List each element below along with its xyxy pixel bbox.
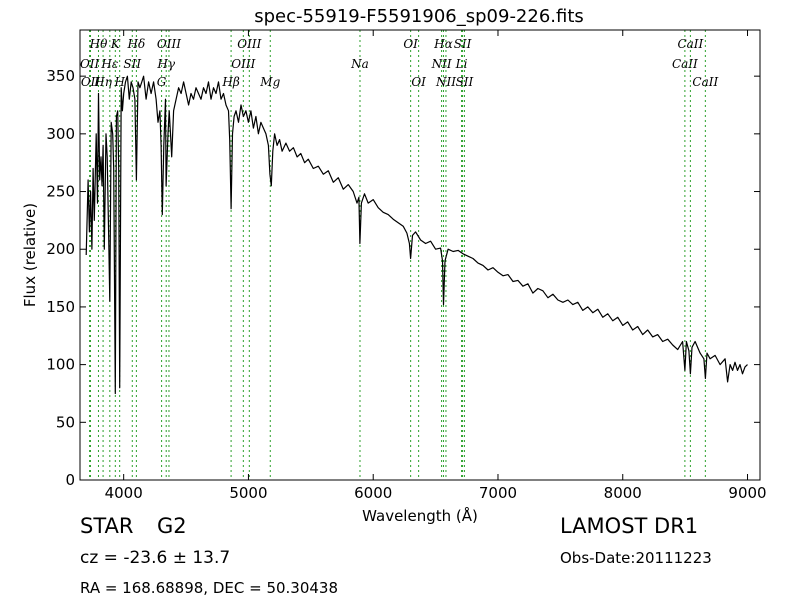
observation-date: Obs-Date:20111223: [560, 549, 712, 567]
object-class: STAR: [80, 514, 134, 538]
marker-label: OIII: [237, 37, 261, 51]
y-tick-label: 0: [65, 471, 75, 489]
redshift-readout: cz = -23.6 ± 13.7: [80, 548, 231, 568]
spectrum-line: [85, 75, 748, 395]
object-subclass: G2: [157, 514, 187, 538]
marker-label: NII: [435, 75, 456, 89]
marker-label: H: [113, 75, 125, 89]
marker-label: SII: [454, 37, 472, 51]
spectral-line-markers: OII OII Hθ Hη Hε K H SII Hδ G Hγ OIII Hβ OIII OIII Mg Na…: [80, 30, 719, 480]
marker-label: Hη: [93, 75, 112, 89]
marker-label: Hα: [433, 37, 453, 51]
marker-label: SII: [123, 57, 141, 71]
spectrum-series: [85, 75, 748, 395]
y-tick-label: 350: [46, 67, 75, 85]
marker-label: NII: [431, 57, 452, 71]
marker-label: SII: [456, 75, 474, 89]
marker-label: Na: [350, 57, 369, 71]
marker-label: OI: [411, 75, 426, 89]
marker-label: G: [157, 75, 167, 89]
y-tick-label: 50: [56, 413, 75, 431]
marker-label: OI: [403, 37, 418, 51]
y-tick-label: 200: [46, 240, 75, 258]
chart-title: spec-55919-F5591906_sp09-226.fits: [254, 6, 584, 27]
marker-label: Mg: [259, 75, 280, 89]
marker-label: Li: [455, 57, 468, 71]
marker-label: OIII: [157, 37, 181, 51]
marker-label: Hθ: [89, 37, 108, 51]
marker-label: CaII: [677, 37, 703, 51]
marker-label: OIII: [231, 57, 255, 71]
marker-label: Hε: [100, 57, 118, 71]
marker-label: Hγ: [156, 57, 175, 71]
plot-frame: [79, 29, 761, 481]
marker-label: Hδ: [127, 37, 146, 51]
y-tick-label: 250: [46, 183, 75, 201]
marker-label: Hβ: [221, 75, 239, 89]
survey-name: LAMOST DR1: [560, 514, 699, 538]
marker-label: K: [110, 37, 121, 51]
marker-label: CaII: [672, 57, 698, 71]
x-tick-label: 6000: [354, 484, 392, 502]
x-tick-label: 8000: [604, 484, 642, 502]
x-tick-label: 7000: [479, 484, 517, 502]
y-tick-label: 150: [46, 298, 75, 316]
axis-ticks: 4000 5000 6000 7000 8000 9000 0 50 100 150 200 250 3…: [46, 30, 767, 502]
marker-label: CaII: [692, 75, 718, 89]
x-tick-label: 9000: [728, 484, 766, 502]
marker-label: OII: [81, 75, 101, 89]
x-tick-label: 5000: [229, 484, 267, 502]
marker-label: OII: [80, 57, 100, 71]
coordinates-readout: RA = 168.68898, DEC = 50.30438: [80, 579, 339, 597]
x-axis-label: Wavelength (Å): [362, 506, 478, 525]
y-axis-label: Flux (relative): [21, 203, 39, 307]
x-tick-label: 4000: [105, 484, 143, 502]
y-tick-label: 300: [46, 125, 75, 143]
y-tick-label: 100: [46, 356, 75, 374]
